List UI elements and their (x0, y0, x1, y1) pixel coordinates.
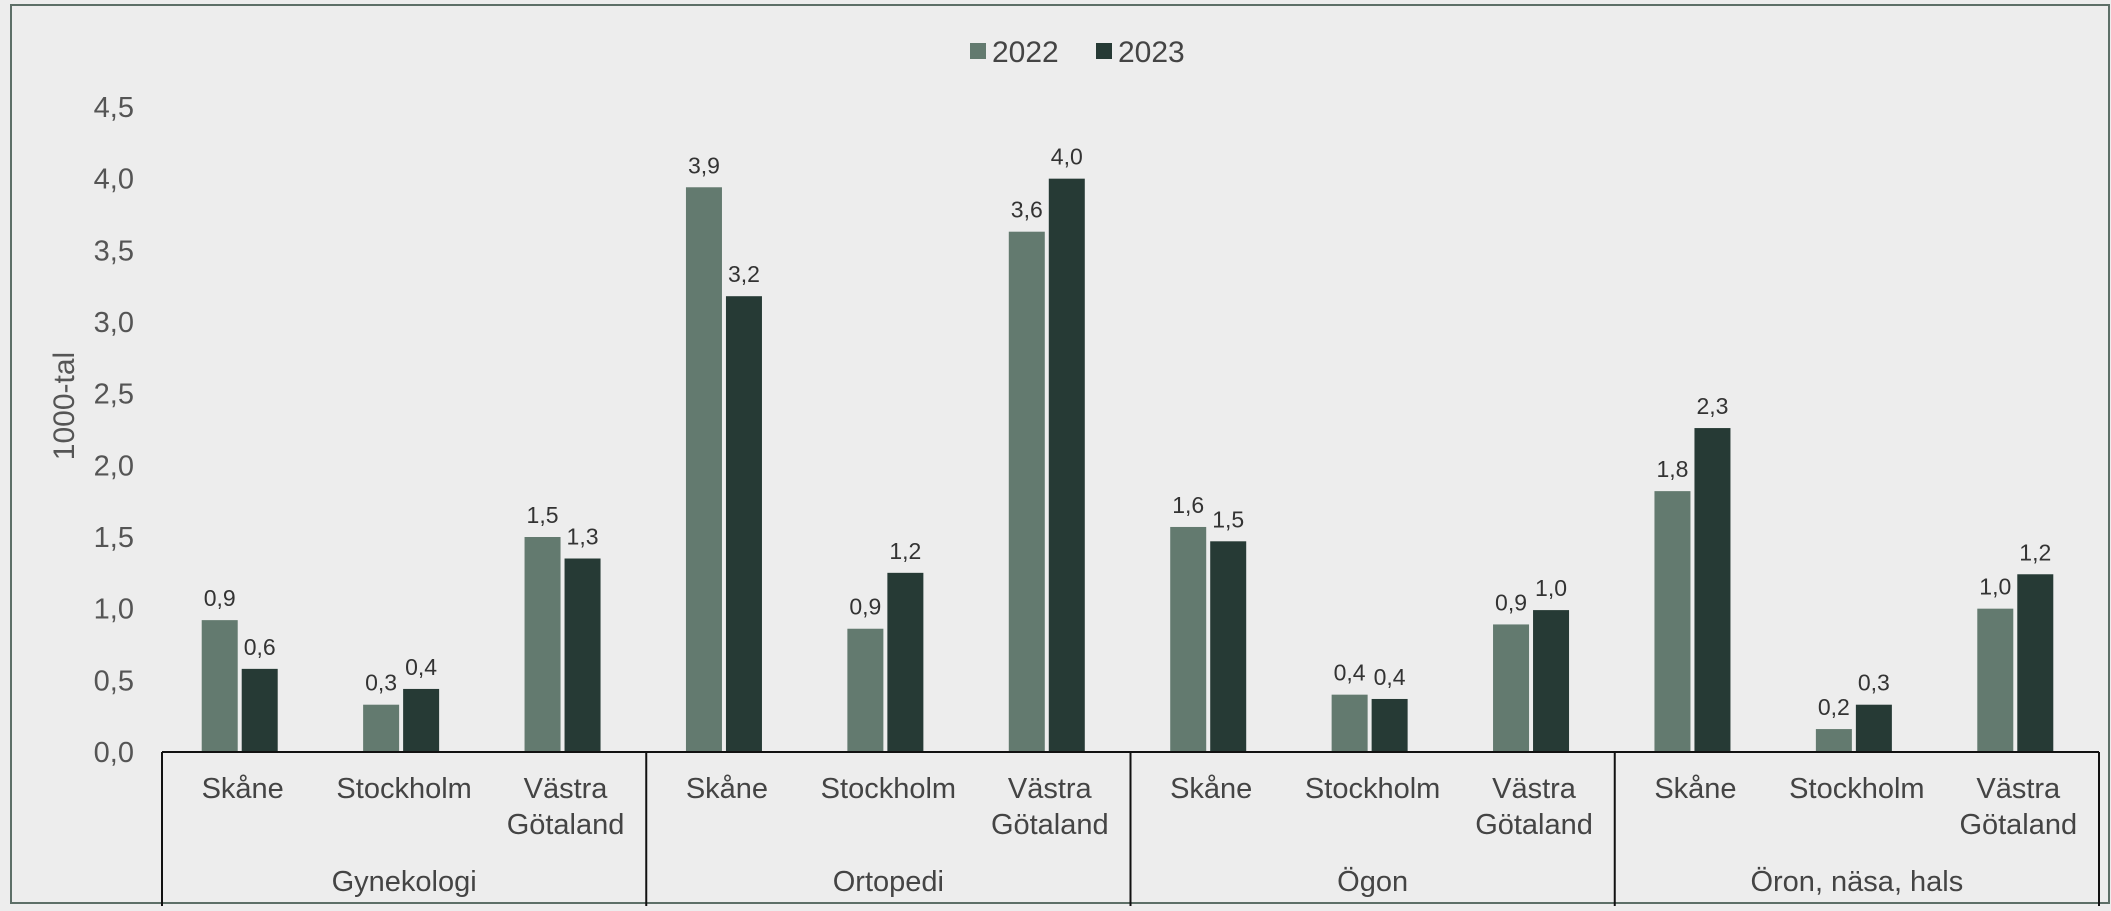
data-label: 0,6 (244, 634, 276, 660)
x-category-label: Skåne (1654, 773, 1736, 805)
data-label: 4,0 (1051, 144, 1083, 170)
x-category-label: Västra Götaland (1475, 773, 1593, 841)
bars (201, 178, 2054, 752)
data-label: 0,3 (365, 670, 397, 696)
data-label: 1,8 (1656, 456, 1688, 482)
bar-2023 (564, 558, 601, 752)
data-label: 0,4 (1334, 660, 1366, 686)
bar-2022 (1008, 231, 1045, 752)
data-label: 1,3 (567, 524, 599, 550)
data-label: 3,2 (728, 261, 760, 287)
y-tick-label: 0,0 (94, 737, 134, 769)
y-tick-label: 1,5 (94, 522, 134, 554)
y-tick-label: 3,0 (94, 307, 134, 339)
bar-2022 (1815, 729, 1852, 752)
data-label: 0,2 (1818, 694, 1850, 720)
chart-frame: 2022 2023 1000-tal 0,0 0,5 1,0 1,5 2,0 2,5 3,0 3… (10, 4, 2110, 906)
x-category-label: Västra Götaland (991, 773, 1109, 841)
data-label: 1,5 (1212, 506, 1244, 532)
legend-swatch-2022 (970, 43, 986, 59)
x-group-label: Gynekologi (332, 866, 477, 898)
bar-2022 (1170, 526, 1207, 752)
x-category-label: Stockholm (336, 773, 471, 805)
bar-2022 (847, 628, 884, 752)
x-category-label: Stockholm (1789, 773, 1924, 805)
data-label: 1,2 (2019, 539, 2051, 565)
y-axis-ticks: 0,0 0,5 1,0 1,5 2,0 2,5 3,0 3,5 4,0 4,5 (94, 92, 134, 769)
x-category-label: Stockholm (821, 773, 956, 805)
x-category-label: Västra Götaland (1959, 773, 2077, 841)
x-group-label: Ortopedi (833, 866, 944, 898)
x-group-label: Öron, näsa, hals (1750, 866, 1963, 898)
data-label: 1,2 (889, 538, 921, 564)
data-label: 3,6 (1011, 197, 1043, 223)
x-category-label: Skåne (202, 773, 284, 805)
legend-label: 2023 (1118, 36, 1185, 69)
grouped-bar-chart: 2022 2023 1000-tal 0,0 0,5 1,0 1,5 2,0 2,5 3,0 3… (48, 36, 2100, 906)
x-category-label: Skåne (1170, 773, 1252, 805)
data-labels: 0,9 0,6 0,3 0,4 1,5 1,3 3,9 3,2 0,9 1,2 3,6 4,0 1,6 1… (204, 144, 2052, 720)
legend-label: 2022 (992, 36, 1059, 69)
data-label: 0,9 (849, 594, 881, 620)
y-tick-label: 3,5 (94, 235, 134, 267)
data-label: 0,9 (1495, 589, 1527, 615)
y-tick-label: 4,0 (94, 164, 134, 196)
data-label: 1,5 (527, 502, 559, 528)
bar-2022 (1331, 694, 1368, 752)
bar-2023 (241, 668, 278, 752)
bar-2023 (403, 688, 440, 752)
bar-2023 (887, 572, 924, 752)
bar-2023 (1210, 541, 1247, 752)
data-label: 0,4 (405, 654, 437, 680)
data-label: 2,3 (1696, 393, 1728, 419)
data-label: 0,9 (204, 585, 236, 611)
bar-2022 (201, 620, 238, 752)
y-tick-label: 0,5 (94, 665, 134, 697)
data-label: 3,9 (688, 152, 720, 178)
y-tick-label: 2,0 (94, 450, 134, 482)
bar-2022 (363, 704, 400, 752)
bar-2023 (725, 296, 762, 752)
x-category-label: Västra Götaland (507, 773, 625, 841)
bar-2022 (685, 187, 722, 752)
legend-swatch-2023 (1096, 43, 1112, 59)
bar-2023 (1694, 428, 1731, 752)
bar-2023 (2017, 574, 2054, 752)
y-tick-label: 4,5 (94, 92, 134, 124)
data-label: 0,3 (1858, 670, 1890, 696)
bar-2022 (1654, 491, 1691, 752)
data-label: 0,4 (1374, 664, 1406, 690)
legend: 2022 2023 (970, 36, 1185, 69)
data-label: 1,0 (1979, 574, 2011, 600)
bar-2023 (1855, 704, 1892, 752)
bar-2022 (524, 537, 561, 752)
y-tick-label: 2,5 (94, 379, 134, 411)
data-label: 1,0 (1535, 575, 1567, 601)
y-tick-label: 1,0 (94, 594, 134, 626)
x-group-label: Ögon (1337, 866, 1408, 898)
bar-2023 (1371, 698, 1408, 752)
y-axis-label: 1000-tal (48, 352, 81, 460)
x-axis: Skåne Stockholm Västra Götaland Skåne Stockho… (161, 751, 2100, 906)
bar-2023 (1533, 610, 1570, 752)
data-label: 1,6 (1172, 492, 1204, 518)
bar-2022 (1493, 624, 1530, 752)
bar-2022 (1977, 608, 2014, 752)
x-category-label: Skåne (686, 773, 768, 805)
x-category-label: Stockholm (1305, 773, 1440, 805)
bar-2023 (1048, 178, 1085, 752)
